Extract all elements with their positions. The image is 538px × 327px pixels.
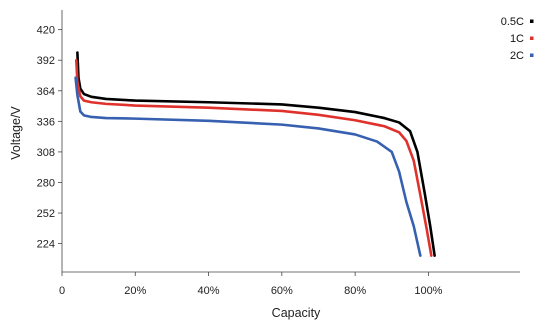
series-line-2c <box>74 76 422 257</box>
y-tick-label: 252 <box>37 208 55 220</box>
legend-label: 0.5C <box>501 16 524 28</box>
x-tick-label: 60% <box>271 285 293 297</box>
x-tick-label: 100% <box>414 285 442 297</box>
y-tick-label: 392 <box>37 55 55 67</box>
y-tick-label: 420 <box>37 25 55 37</box>
chart-series <box>74 51 436 257</box>
y-axis-label: Voltage/V <box>9 106 23 160</box>
chart-legend: 0.5C 1C 2C <box>501 16 534 62</box>
x-tick-label: 20% <box>124 285 146 297</box>
y-axis-ticks: 224 252 280 308 336 364 392 420 <box>37 25 62 251</box>
chart-axes <box>61 10 520 273</box>
legend-swatch <box>530 36 534 40</box>
x-tick-label: 0 <box>59 285 65 297</box>
x-axis-ticks: 0 20% 40% 60% 80% 100% <box>59 272 443 297</box>
series-line-0-5c <box>76 51 436 257</box>
x-axis-label: Capacity <box>272 306 321 320</box>
y-tick-label: 364 <box>37 86 55 98</box>
y-tick-label: 308 <box>37 147 55 159</box>
legend-label: 1C <box>510 33 524 45</box>
legend-swatch <box>530 19 534 23</box>
series-line-1c <box>74 58 433 257</box>
x-tick-label: 40% <box>198 285 220 297</box>
y-tick-label: 336 <box>37 116 55 128</box>
y-tick-label: 280 <box>37 177 55 189</box>
legend-swatch <box>530 53 534 57</box>
x-tick-label: 80% <box>344 285 366 297</box>
legend-label: 2C <box>510 50 524 62</box>
y-tick-label: 224 <box>37 239 55 251</box>
